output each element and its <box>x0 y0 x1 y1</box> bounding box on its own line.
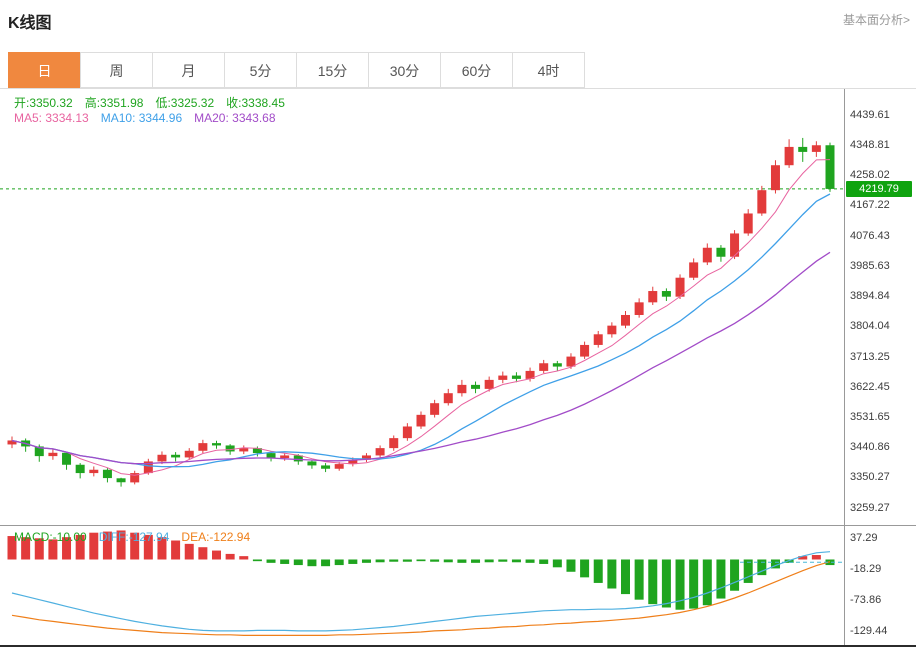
macd-info-row: MACD:-10.00 DIFF:-127.94 DEA:-122.94 <box>14 530 262 544</box>
page-header: K线图 基本面分析> <box>0 0 916 48</box>
macd-axis-tick: 37.29 <box>850 531 878 544</box>
diff-value: DIFF:-127.94 <box>98 530 170 544</box>
macd-axis-tick: -73.86 <box>850 593 882 606</box>
price-axis-tick: 3713.25 <box>850 350 890 363</box>
price-axis-tick: 3622.45 <box>850 380 890 393</box>
ma-info-row: MA5: 3334.13 MA10: 3344.96 MA20: 3343.68 <box>14 111 288 125</box>
ma10-value: MA10: 3344.96 <box>100 111 183 125</box>
ohlc-open: 开:3350.32 <box>14 96 73 110</box>
dea-value: DEA:-122.94 <box>181 530 251 544</box>
tab-4时[interactable]: 4时 <box>512 52 585 88</box>
chart-bottom-border <box>0 645 916 647</box>
ohlc-close: 收:3338.45 <box>226 96 285 110</box>
price-axis-tick: 4439.61 <box>850 108 890 121</box>
tab-30分[interactable]: 30分 <box>368 52 441 88</box>
price-axis-tick: 3985.63 <box>850 259 890 272</box>
macd-value: MACD:-10.00 <box>14 530 87 544</box>
ohlc-info-row: 开:3350.32 高:3351.98 低:3325.32 收:3338.45 <box>14 94 297 111</box>
ohlc-low: 低:3325.32 <box>155 96 215 110</box>
price-axis-tick: 3350.27 <box>850 471 890 484</box>
price-axis-tick: 4348.81 <box>850 138 890 151</box>
price-axis-tick: 3259.27 <box>850 501 890 514</box>
chart-area: 开:3350.32 高:3351.98 低:3325.32 收:3338.45 MA5… <box>0 89 916 648</box>
panel-divider <box>0 525 916 526</box>
ma5-value: MA5: 3334.13 <box>14 111 89 125</box>
macd-axis-tick: -129.44 <box>850 624 888 637</box>
price-axis-tick: 4258.02 <box>850 169 890 182</box>
ma20-value: MA20: 3343.68 <box>194 111 276 125</box>
tab-周[interactable]: 周 <box>80 52 153 88</box>
tab-日[interactable]: 日 <box>8 52 81 88</box>
tab-15分[interactable]: 15分 <box>296 52 369 88</box>
price-axis-tick: 3804.04 <box>850 320 890 333</box>
current-price-tag: 4219.79 <box>846 180 912 197</box>
price-axis-tick: 4076.43 <box>850 229 890 242</box>
tab-5分[interactable]: 5分 <box>224 52 297 88</box>
fundamental-analysis-link[interactable]: 基本面分析> <box>842 13 910 27</box>
tab-60分[interactable]: 60分 <box>440 52 513 88</box>
price-axis-tick: 3894.84 <box>850 290 890 303</box>
tab-月[interactable]: 月 <box>152 52 225 88</box>
price-axis: 4219.79 4439.61 4348.81 4258.02 4167.22 4076… <box>844 89 916 647</box>
price-axis-tick: 3531.65 <box>850 410 890 423</box>
ohlc-high: 高:3351.98 <box>84 96 144 110</box>
price-axis-tick: 3440.86 <box>850 441 890 454</box>
candlestick-chart[interactable] <box>0 89 844 525</box>
page-title: K线图 <box>8 15 52 32</box>
timeframe-tabs: 日周月 5分 15分 30分 60分 4时 <box>0 52 916 89</box>
macd-chart[interactable] <box>0 526 844 646</box>
macd-axis-tick: -18.29 <box>850 562 882 575</box>
price-axis-tick: 4167.22 <box>850 199 890 212</box>
